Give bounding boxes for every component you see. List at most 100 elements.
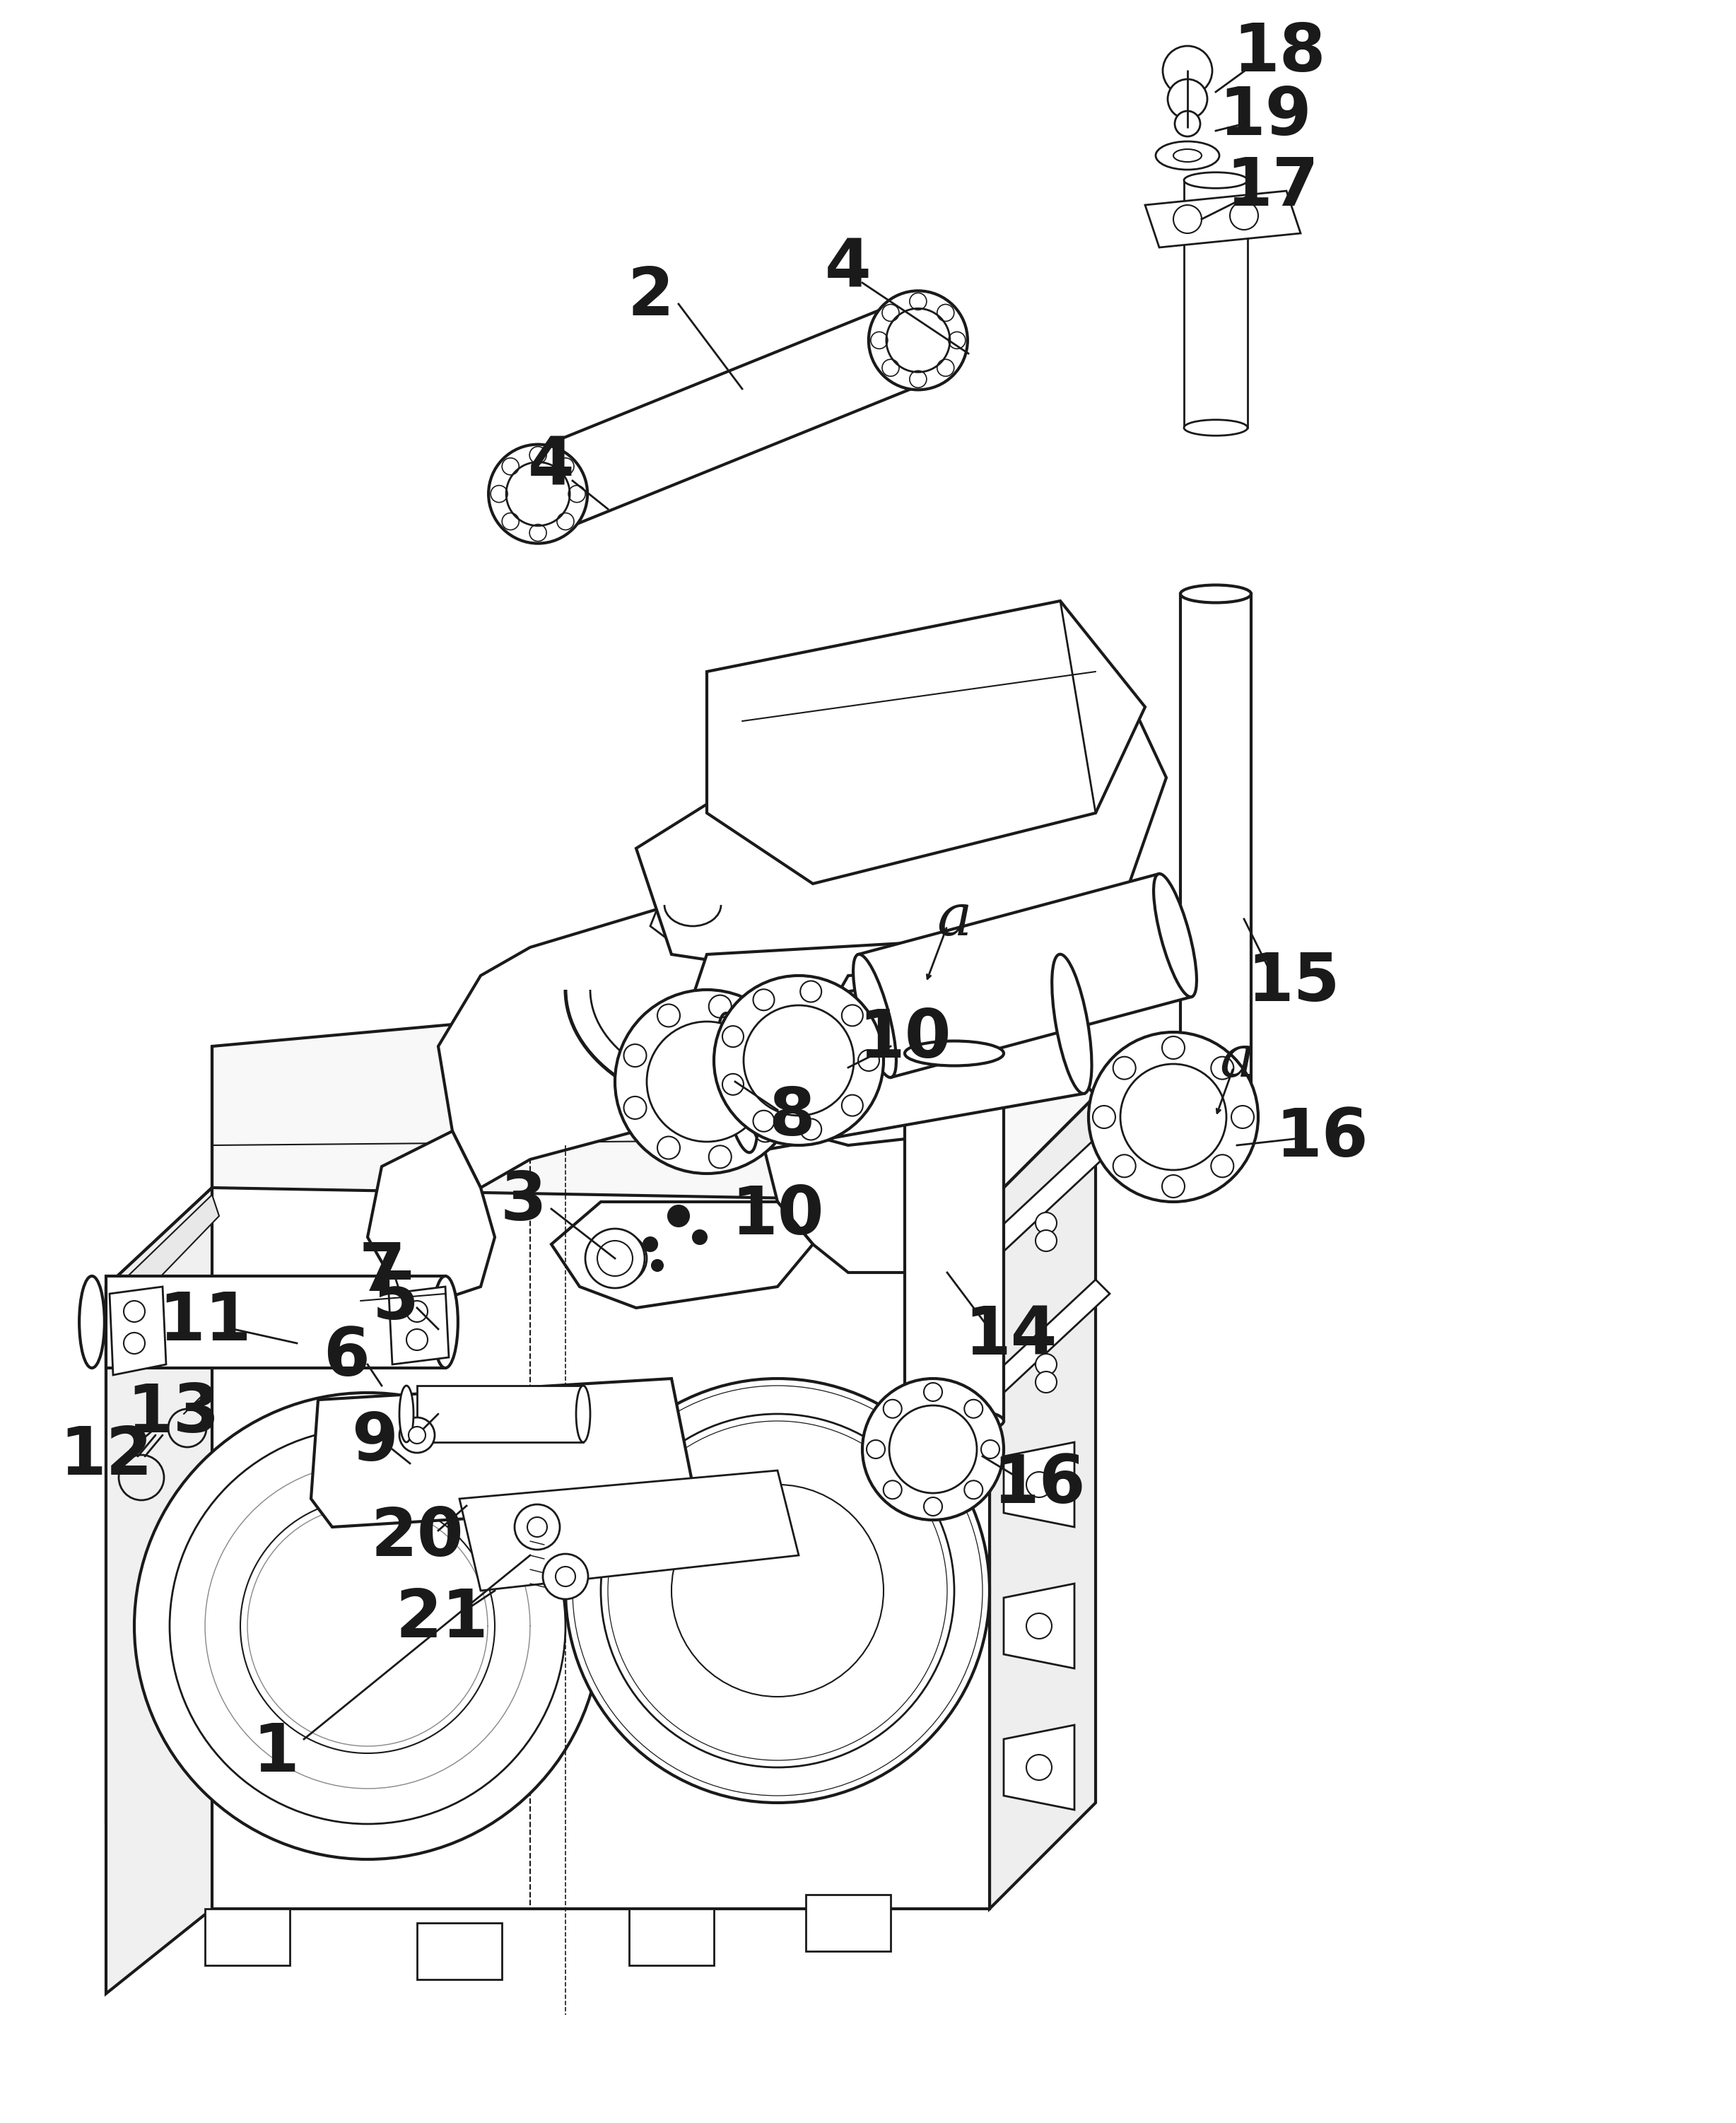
Text: 3: 3 [500, 1170, 547, 1233]
Text: 8: 8 [769, 1085, 814, 1149]
Ellipse shape [488, 444, 587, 543]
Polygon shape [904, 1053, 1003, 1420]
Polygon shape [990, 1095, 1095, 1909]
Circle shape [743, 1006, 854, 1115]
Text: 6: 6 [323, 1325, 370, 1391]
Text: 10: 10 [858, 1006, 951, 1072]
Polygon shape [417, 1386, 583, 1442]
Text: 21: 21 [396, 1586, 488, 1652]
Circle shape [1088, 1032, 1259, 1202]
Circle shape [1026, 1613, 1052, 1639]
Polygon shape [106, 1187, 990, 1909]
Text: a: a [1219, 1032, 1255, 1089]
Ellipse shape [904, 1410, 1003, 1433]
Ellipse shape [1156, 142, 1219, 170]
Polygon shape [437, 904, 990, 1272]
Polygon shape [1003, 1726, 1075, 1809]
Polygon shape [812, 1047, 904, 1127]
Ellipse shape [852, 955, 896, 1078]
Circle shape [1035, 1229, 1057, 1250]
Polygon shape [552, 1202, 812, 1308]
Text: 4: 4 [825, 236, 871, 301]
Text: 17: 17 [1226, 155, 1319, 221]
Text: 10: 10 [731, 1183, 825, 1248]
Circle shape [406, 1301, 427, 1323]
Circle shape [123, 1333, 144, 1354]
Polygon shape [628, 1909, 713, 1966]
Text: 4: 4 [528, 433, 575, 499]
Polygon shape [635, 671, 1167, 989]
Ellipse shape [1180, 1093, 1252, 1112]
Text: 19: 19 [1219, 85, 1312, 149]
Polygon shape [368, 1132, 495, 1301]
Circle shape [1168, 79, 1207, 119]
Circle shape [406, 1329, 427, 1350]
Polygon shape [205, 1909, 290, 1966]
Circle shape [514, 1505, 559, 1550]
Ellipse shape [399, 1386, 413, 1442]
Text: 15: 15 [1246, 951, 1340, 1015]
Circle shape [1174, 206, 1201, 234]
Polygon shape [109, 1195, 219, 1323]
Ellipse shape [887, 308, 950, 372]
Text: 16: 16 [1276, 1106, 1368, 1170]
Circle shape [597, 1240, 632, 1276]
Polygon shape [672, 940, 1024, 1144]
Polygon shape [858, 875, 1191, 1076]
Circle shape [556, 1567, 575, 1586]
Polygon shape [523, 301, 934, 533]
Ellipse shape [507, 463, 569, 527]
Ellipse shape [1184, 420, 1248, 435]
Circle shape [597, 1233, 648, 1282]
Polygon shape [417, 1923, 502, 1979]
Circle shape [644, 1238, 658, 1250]
Circle shape [609, 1246, 635, 1272]
Text: 1: 1 [252, 1722, 299, 1785]
Ellipse shape [868, 291, 967, 391]
Ellipse shape [904, 1040, 1003, 1066]
Ellipse shape [717, 1013, 757, 1153]
Ellipse shape [576, 1386, 590, 1442]
Polygon shape [106, 1276, 446, 1367]
Circle shape [1163, 47, 1212, 96]
Circle shape [651, 1259, 663, 1272]
Polygon shape [1003, 1584, 1075, 1669]
Ellipse shape [519, 454, 557, 533]
Ellipse shape [432, 1276, 458, 1367]
Circle shape [585, 1229, 644, 1289]
Polygon shape [806, 1894, 891, 1951]
Circle shape [1120, 1064, 1226, 1170]
Polygon shape [651, 877, 750, 947]
Ellipse shape [1174, 149, 1201, 161]
Text: 9: 9 [351, 1410, 398, 1475]
Text: 14: 14 [963, 1304, 1057, 1369]
Circle shape [170, 1429, 566, 1824]
Text: 5: 5 [373, 1267, 418, 1333]
Circle shape [693, 1229, 707, 1244]
Text: 13: 13 [127, 1382, 220, 1446]
Text: 2: 2 [627, 265, 674, 329]
Ellipse shape [1180, 586, 1252, 603]
Ellipse shape [898, 301, 937, 380]
Circle shape [408, 1427, 425, 1444]
Circle shape [1229, 202, 1259, 229]
Circle shape [648, 1021, 767, 1142]
Polygon shape [1003, 1442, 1075, 1526]
Text: 20: 20 [370, 1505, 464, 1571]
Text: a: a [937, 892, 972, 947]
Circle shape [1026, 1756, 1052, 1779]
Ellipse shape [80, 1276, 104, 1367]
Circle shape [668, 1206, 689, 1227]
Ellipse shape [1184, 172, 1248, 189]
Polygon shape [109, 1287, 167, 1376]
Polygon shape [460, 1019, 849, 1110]
Polygon shape [389, 1287, 450, 1365]
Circle shape [615, 989, 799, 1174]
Polygon shape [726, 953, 1083, 1153]
Polygon shape [212, 977, 1095, 1238]
Circle shape [543, 1554, 589, 1599]
Text: 12: 12 [59, 1425, 153, 1488]
Text: 11: 11 [158, 1289, 252, 1354]
Text: 7: 7 [358, 1240, 404, 1306]
Circle shape [601, 1414, 955, 1768]
